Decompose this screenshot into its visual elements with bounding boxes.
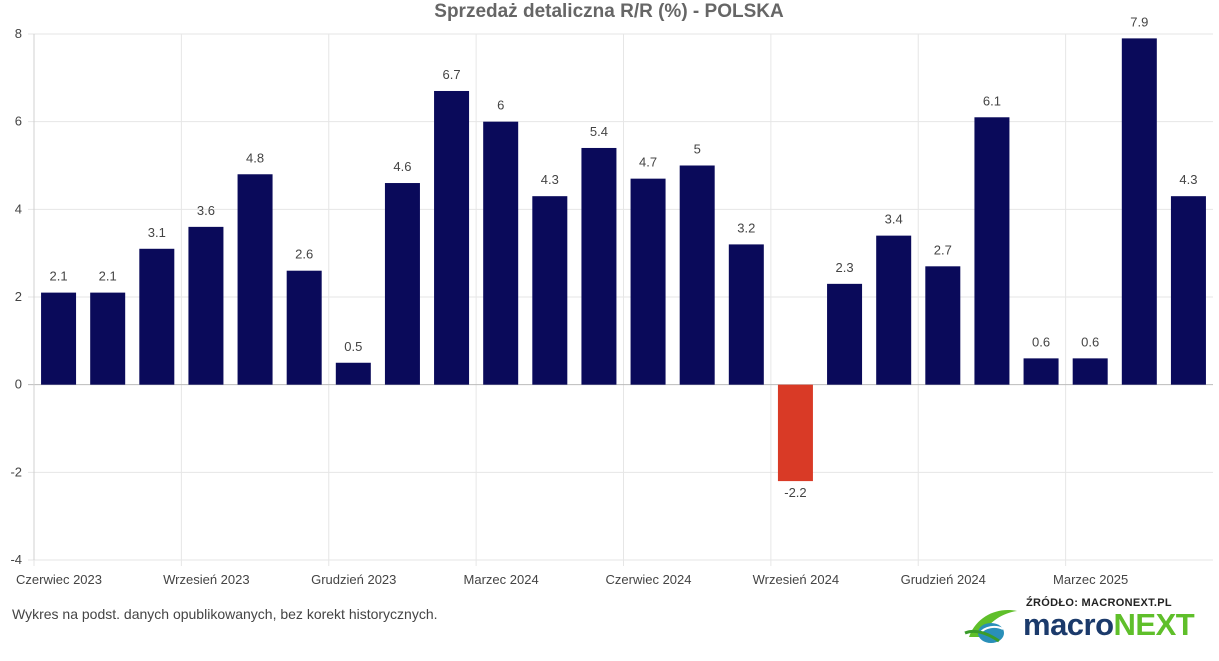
y-tick-label: -4 [10, 552, 22, 567]
y-tick-label: 4 [15, 201, 22, 216]
bar [1072, 358, 1108, 385]
bar [139, 248, 175, 385]
data-label: 3.1 [148, 225, 166, 240]
x-tick-label: Grudzień 2023 [311, 572, 396, 587]
horizontal-gridlines [28, 33, 1213, 561]
vertical-gridlines [33, 34, 1067, 566]
bar [41, 292, 77, 385]
bar [581, 147, 617, 385]
data-label: 0.6 [1032, 334, 1050, 349]
x-tick-label: Czerwiec 2024 [606, 572, 692, 587]
bar [827, 283, 863, 385]
data-label: 0.5 [344, 339, 362, 354]
bar [925, 266, 961, 385]
bar [335, 362, 371, 385]
bar [679, 165, 715, 385]
macronext-logo: ŹRÓDŁO: MACRONEXT.PL macroNEXT [963, 597, 1203, 647]
bar [1121, 38, 1157, 385]
x-tick-label: Wrzesień 2023 [163, 572, 249, 587]
logo-wordmark-part1: macro [1023, 607, 1114, 642]
data-label: 4.8 [246, 150, 264, 165]
data-labels: 2.1 2.1 3.1 3.6 4.8 2.6 0.5 4.6 6.7 6 4.3 5.4 4.7 5 3.… [50, 14, 1198, 500]
y-tick-label: 6 [15, 114, 22, 129]
bar [974, 117, 1010, 385]
globe-swoosh-icon [964, 610, 1017, 643]
data-label: 4.7 [639, 155, 657, 170]
x-tick-label: Marzec 2025 [1053, 572, 1128, 587]
data-label: 2.1 [99, 269, 117, 284]
data-label: 2.3 [836, 260, 854, 275]
x-tick-label: Wrzesień 2024 [753, 572, 839, 587]
data-label: 4.3 [541, 172, 559, 187]
data-label: 3.4 [885, 212, 903, 227]
x-tick-label: Marzec 2024 [464, 572, 539, 587]
x-tick-label: Grudzień 2024 [901, 572, 986, 587]
bar [286, 270, 322, 385]
bar [483, 121, 519, 385]
bar [630, 178, 666, 385]
data-label: 3.6 [197, 203, 215, 218]
data-label: -2.2 [784, 485, 806, 500]
data-label: 5.4 [590, 124, 608, 139]
bar [90, 292, 126, 385]
data-label: 7.9 [1130, 14, 1148, 29]
logo-wordmark-part2: NEXT [1113, 607, 1195, 642]
retail-sales-chart: Sprzedaż detaliczna R/R (%) - POLSKA 2.1… [10, 1, 1213, 587]
bar [876, 235, 912, 385]
data-label: 6 [497, 98, 504, 113]
source-label: ŹRÓDŁO: MACRONEXT.PL [1026, 597, 1172, 609]
data-label: 6.1 [983, 93, 1001, 108]
data-label: 2.6 [295, 247, 313, 262]
data-label: 4.6 [393, 159, 411, 174]
y-tick-label: 2 [15, 289, 22, 304]
bar [728, 244, 764, 385]
data-label: 6.7 [443, 67, 461, 82]
chart-title: Sprzedaż detaliczna R/R (%) - POLSKA [434, 1, 784, 22]
bar [532, 196, 568, 385]
data-label: 0.6 [1081, 334, 1099, 349]
x-tick-label: Czerwiec 2023 [16, 572, 102, 587]
bar [777, 384, 813, 482]
y-tick-label: 0 [15, 377, 22, 392]
data-label: 4.3 [1179, 172, 1197, 187]
bar [384, 183, 420, 385]
footnote: Wykres na podst. danych opublikowanych, … [12, 606, 438, 622]
bar [1023, 358, 1059, 385]
bars [41, 38, 1206, 482]
y-axis-ticks: -4 -2 0 2 4 6 8 [10, 26, 22, 567]
data-label: 3.2 [737, 220, 755, 235]
y-tick-label: 8 [15, 26, 22, 41]
data-label: 2.7 [934, 242, 952, 257]
bar [1170, 196, 1206, 385]
bar [237, 174, 273, 385]
bar [434, 90, 470, 385]
data-label: 2.1 [50, 269, 68, 284]
bar [188, 226, 224, 385]
y-tick-label: -2 [10, 464, 22, 479]
logo-wordmark: macroNEXT [1023, 607, 1195, 643]
x-axis-ticks: Czerwiec 2023 Wrzesień 2023 Grudzień 2023 M… [16, 572, 1128, 587]
data-label: 5 [694, 142, 701, 157]
